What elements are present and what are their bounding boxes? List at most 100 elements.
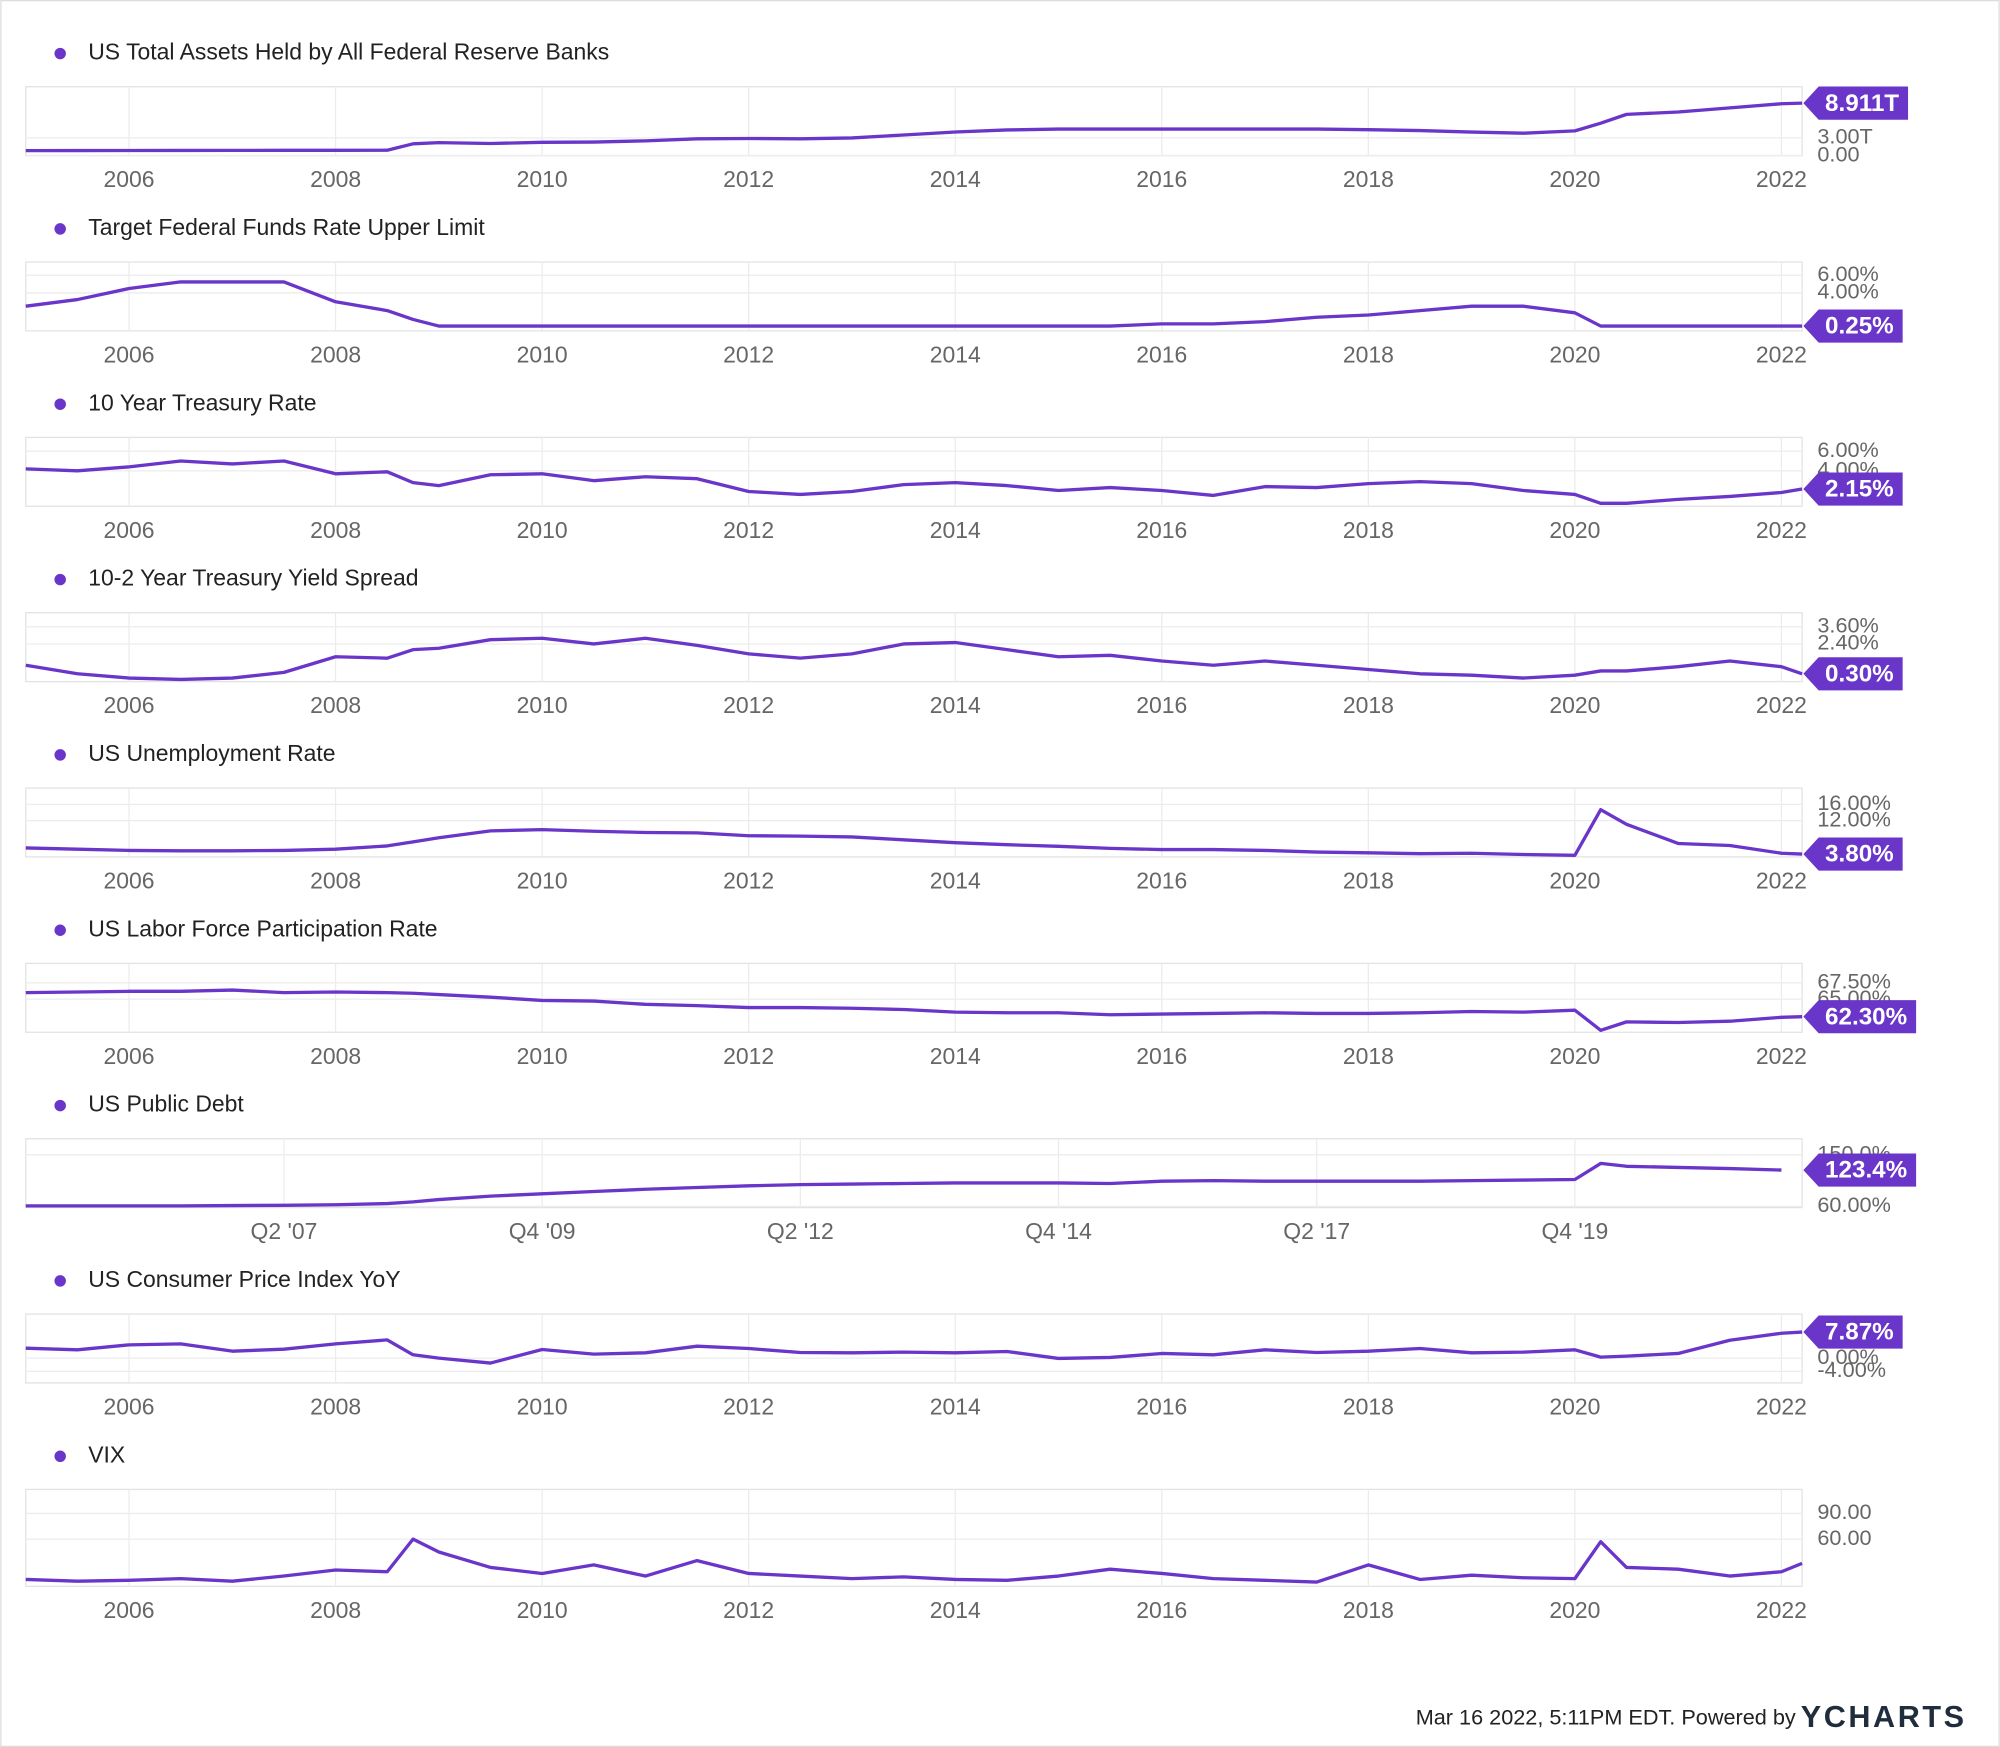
x-tick-label: 2014 [930, 517, 981, 543]
x-tick-label: 2010 [517, 867, 568, 893]
x-tick-label: 2018 [1343, 692, 1394, 718]
value-label: 7.87% [1825, 1319, 1894, 1346]
plot-area [25, 1488, 1803, 1587]
line [25, 459, 1803, 505]
y-tick-label: 12.00% [1817, 806, 1890, 831]
x-tick-label: 2018 [1343, 517, 1394, 543]
panel: 2006 2008 2010 2012 2014 2016 2018 2020 2022 -4.0… [25, 1266, 1903, 1420]
legend-label: VIX [88, 1441, 125, 1467]
legend-label: 10-2 Year Treasury Yield Spread [88, 565, 418, 591]
footer-timestamp: Mar 16 2022, 5:11PM EDT. Powered by [1416, 1705, 1796, 1730]
x-tick-label: 2018 [1343, 341, 1394, 367]
panel: Q2 '07 Q4 '09 Q2 '12 Q4 '14 Q2 '17 Q4 '19 60.0… [25, 1091, 1917, 1244]
x-tick-label: 2016 [1136, 1043, 1187, 1069]
x-tick-label: 2020 [1549, 341, 1600, 367]
x-tick-label: 2010 [517, 692, 568, 718]
x-tick-label: 2018 [1343, 1597, 1394, 1623]
x-tick-label: 2008 [310, 692, 361, 718]
x-tick-label: 2008 [310, 166, 361, 192]
y-tick-label: 60.00 [1817, 1525, 1871, 1550]
x-tick-label: 2022 [1756, 341, 1807, 367]
y-tick-label: 90.00 [1817, 1499, 1871, 1524]
legend-label: 10 Year Treasury Rate [88, 389, 316, 415]
y-tick-label: 6.00% [1817, 437, 1878, 462]
x-tick-label: 2020 [1549, 517, 1600, 543]
x-tick-label: 2018 [1343, 166, 1394, 192]
panel: 2006 2008 2010 2012 2014 2016 2018 2020 2022 2.40… [25, 565, 1903, 718]
line [25, 636, 1803, 682]
legend-label: US Consumer Price Index YoY [88, 1266, 400, 1292]
plot-area [25, 612, 1803, 683]
x-tick-label: 2010 [517, 1043, 568, 1069]
x-tick-label: 2018 [1343, 867, 1394, 893]
x-tick-label: 2022 [1756, 1597, 1807, 1623]
value-label-box [1803, 1315, 1903, 1349]
y-tick-label: 16.00% [1817, 790, 1890, 815]
x-tick-label: Q4 '14 [1025, 1218, 1092, 1244]
x-tick-label: 2012 [723, 1597, 774, 1623]
panel: 2006 2008 2010 2012 2014 2016 2018 2020 2022 12.0… [25, 740, 1903, 893]
x-tick-label: 2010 [517, 341, 568, 367]
x-tick-label: 2020 [1549, 1394, 1600, 1420]
legend-label: US Public Debt [88, 1091, 244, 1117]
x-tick-label: 2008 [310, 1597, 361, 1623]
value-label: 8.911T [1825, 90, 1899, 117]
x-tick-label: 2022 [1756, 1394, 1807, 1420]
x-tick-label: 2020 [1549, 692, 1600, 718]
value-label-box [1803, 1000, 1917, 1034]
x-tick-label: 2010 [517, 517, 568, 543]
x-tick-label: 2006 [104, 867, 155, 893]
line [25, 280, 1803, 328]
value-label-box [1803, 309, 1903, 343]
x-tick-label: 2012 [723, 867, 774, 893]
x-tick-label: 2012 [723, 1394, 774, 1420]
x-tick-label: 2012 [723, 692, 774, 718]
x-tick-label: 2014 [930, 867, 981, 893]
plot-area [25, 261, 1803, 332]
legend-label: US Unemployment Rate [88, 740, 335, 766]
legend-marker [54, 749, 66, 761]
x-tick-label: 2006 [104, 1043, 155, 1069]
x-tick-label: 2006 [104, 1597, 155, 1623]
value-label-box [1803, 1153, 1917, 1187]
line [25, 101, 1803, 153]
x-tick-label: 2022 [1756, 1043, 1807, 1069]
x-tick-label: 2016 [1136, 692, 1187, 718]
line [25, 1537, 1803, 1584]
x-tick-label: 2014 [930, 341, 981, 367]
x-tick-label: Q2 '07 [251, 1218, 318, 1244]
legend-marker [54, 398, 66, 410]
x-tick-label: 2016 [1136, 867, 1187, 893]
panel: 2006 2008 2010 2012 2014 2016 2018 2020 2022 60.0… [25, 1441, 1872, 1623]
legend-marker [54, 223, 66, 235]
x-tick-label: 2008 [310, 517, 361, 543]
legend-marker [54, 1275, 66, 1287]
x-tick-label: Q4 '19 [1541, 1218, 1608, 1244]
plot-area [25, 787, 1803, 858]
legend-marker [54, 47, 66, 60]
legend-marker [54, 1450, 66, 1462]
x-tick-label: Q4 '09 [509, 1218, 576, 1244]
y-tick-label: 0.00 [1817, 141, 1859, 166]
plot-area [25, 1138, 1803, 1209]
x-tick-label: 2020 [1549, 1597, 1600, 1623]
legend-marker [54, 924, 66, 936]
line [25, 1161, 1782, 1208]
line [25, 1330, 1803, 1365]
legend-marker [54, 573, 66, 586]
x-tick-label: 2010 [517, 1394, 568, 1420]
x-tick-label: 2016 [1136, 166, 1187, 192]
x-tick-label: 2016 [1136, 517, 1187, 543]
plot-area [25, 436, 1803, 507]
x-tick-label: Q2 '12 [767, 1218, 834, 1244]
legend-marker [54, 1099, 66, 1112]
x-tick-label: 2018 [1343, 1043, 1394, 1069]
x-tick-label: 2022 [1756, 517, 1807, 543]
x-tick-label: 2020 [1549, 867, 1600, 893]
x-tick-label: 2014 [930, 1043, 981, 1069]
value-label-box [1803, 472, 1903, 506]
plot-area [25, 962, 1803, 1033]
y-tick-label: 3.00T [1817, 124, 1872, 149]
